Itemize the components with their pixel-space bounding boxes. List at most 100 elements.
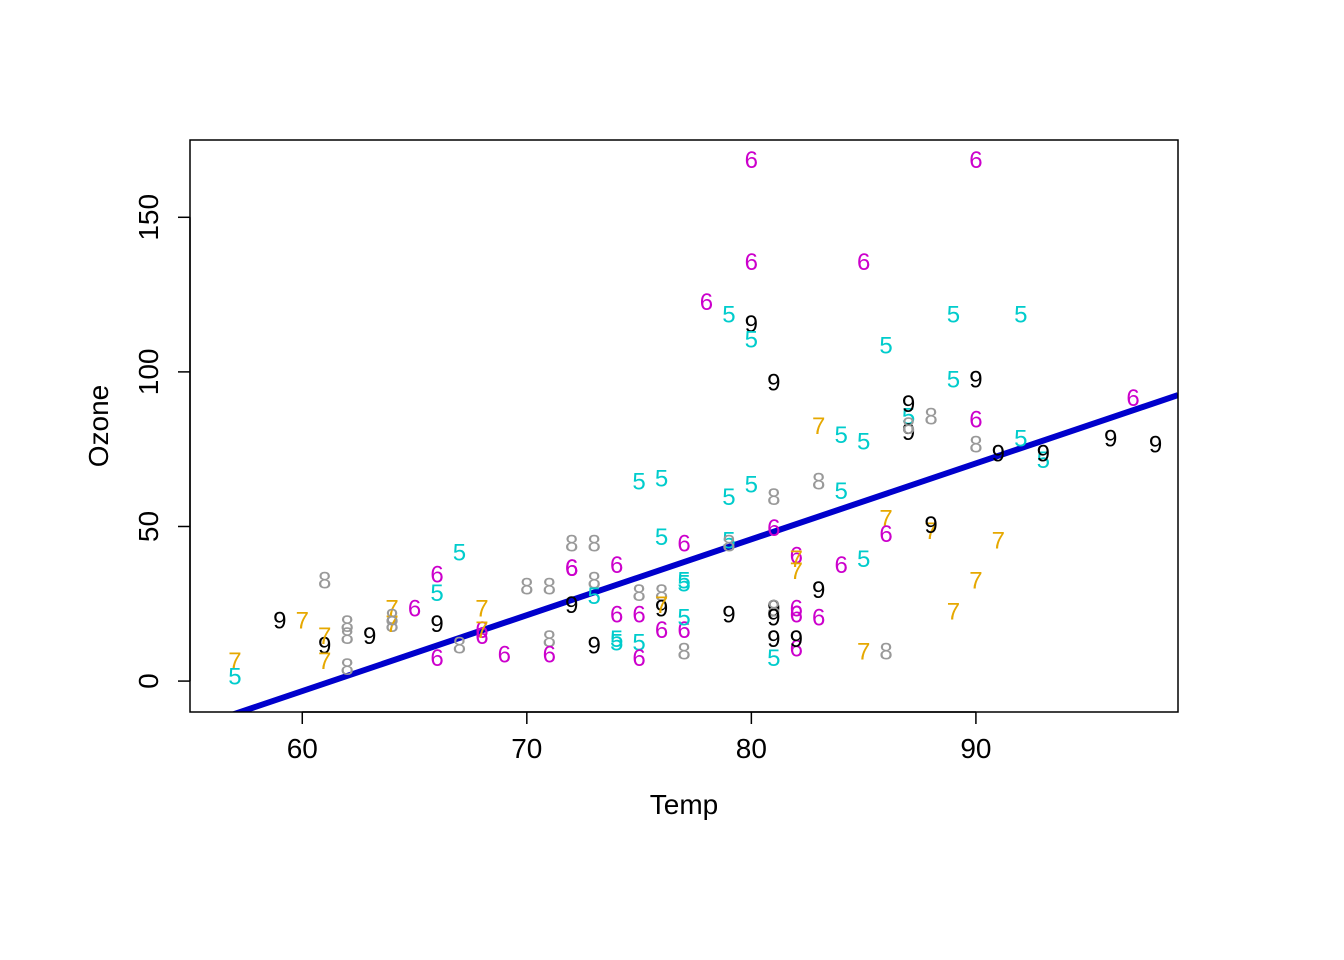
data-point: 6 <box>1126 385 1139 412</box>
data-point: 6 <box>430 561 443 588</box>
data-point: 8 <box>341 623 354 650</box>
data-point: 5 <box>857 546 870 573</box>
data-point: 6 <box>969 407 982 434</box>
data-point: 8 <box>632 580 645 607</box>
data-point: 5 <box>947 367 960 394</box>
x-tick-label: 90 <box>960 733 991 764</box>
data-point: 7 <box>318 648 331 675</box>
data-point: 5 <box>655 465 668 492</box>
data-point: 8 <box>767 484 780 511</box>
data-point: 9 <box>722 601 735 628</box>
x-tick-label: 70 <box>511 733 542 764</box>
data-point: 7 <box>947 598 960 625</box>
data-point: 8 <box>520 574 533 601</box>
data-point: 7 <box>857 639 870 666</box>
data-point: 8 <box>565 530 578 557</box>
data-point: 6 <box>700 289 713 316</box>
data-point: 9 <box>1149 431 1162 458</box>
data-point: 9 <box>812 577 825 604</box>
data-point: 5 <box>857 428 870 455</box>
data-point: 5 <box>588 583 601 610</box>
data-point: 9 <box>430 611 443 638</box>
data-point: 5 <box>879 333 892 360</box>
data-point: 6 <box>543 642 556 669</box>
data-point: 8 <box>677 639 690 666</box>
data-point: 6 <box>745 249 758 276</box>
x-tick-label: 80 <box>736 733 767 764</box>
data-point: 7 <box>790 546 803 573</box>
ozone-temp-scatter: 5658657966686886789598895969558666556655… <box>0 0 1344 960</box>
data-point: 8 <box>879 639 892 666</box>
x-axis-title: Temp <box>650 789 718 820</box>
data-point: 7 <box>992 527 1005 554</box>
data-point: 8 <box>812 469 825 496</box>
scatter-points: 5658657966686886789598895969558666556655… <box>228 147 1162 690</box>
data-point: 9 <box>790 626 803 653</box>
data-point: 5 <box>610 626 623 653</box>
data-point: 9 <box>767 370 780 397</box>
data-point: 7 <box>812 413 825 440</box>
data-point: 8 <box>341 654 354 681</box>
y-tick-label: 150 <box>133 194 164 241</box>
data-point: 8 <box>902 413 915 440</box>
data-point: 7 <box>655 592 668 619</box>
data-point: 5 <box>632 469 645 496</box>
data-point: 5 <box>745 326 758 353</box>
y-tick-label: 50 <box>133 511 164 542</box>
data-point: 8 <box>722 530 735 557</box>
y-tick-label: 100 <box>133 349 164 396</box>
data-point: 5 <box>228 663 241 690</box>
data-point: 6 <box>430 645 443 672</box>
data-point: 7 <box>296 608 309 635</box>
data-point: 6 <box>879 521 892 548</box>
data-point: 6 <box>790 595 803 622</box>
data-point: 6 <box>745 147 758 174</box>
data-point: 6 <box>767 515 780 542</box>
data-point: 7 <box>475 617 488 644</box>
data-point: 5 <box>745 472 758 499</box>
data-point: 9 <box>1104 425 1117 452</box>
data-point: 9 <box>565 592 578 619</box>
data-point: 8 <box>588 530 601 557</box>
data-point: 5 <box>835 478 848 505</box>
regression-line <box>190 395 1178 729</box>
y-axis-title: Ozone <box>83 385 114 468</box>
data-point: 6 <box>565 555 578 582</box>
data-point: 8 <box>543 574 556 601</box>
data-point: 9 <box>924 512 937 539</box>
data-point: 5 <box>655 524 668 551</box>
data-point: 6 <box>408 595 421 622</box>
data-point: 6 <box>610 552 623 579</box>
data-point: 5 <box>677 605 690 632</box>
data-point: 9 <box>992 441 1005 468</box>
data-point: 5 <box>722 484 735 511</box>
data-point: 9 <box>273 608 286 635</box>
data-point: 9 <box>588 632 601 659</box>
x-tick-label: 60 <box>287 733 318 764</box>
data-point: 7 <box>969 567 982 594</box>
data-point: 6 <box>969 147 982 174</box>
data-point: 6 <box>632 645 645 672</box>
data-point: 8 <box>924 404 937 431</box>
data-point: 6 <box>677 530 690 557</box>
data-point: 6 <box>498 642 511 669</box>
data-point: 5 <box>835 422 848 449</box>
data-point: 9 <box>363 623 376 650</box>
data-point: 8 <box>385 605 398 632</box>
data-point: 6 <box>857 249 870 276</box>
data-point: 6 <box>812 605 825 632</box>
data-point: 8 <box>969 431 982 458</box>
data-point: 7 <box>318 623 331 650</box>
data-point: 5 <box>453 540 466 567</box>
data-point: 6 <box>610 601 623 628</box>
data-point: 6 <box>835 552 848 579</box>
data-point: 5 <box>947 302 960 329</box>
data-point: 9 <box>767 626 780 653</box>
data-point: 9 <box>1037 441 1050 468</box>
data-point: 8 <box>318 567 331 594</box>
y-tick-label: 0 <box>133 673 164 689</box>
data-point: 5 <box>1014 425 1027 452</box>
data-point: 5 <box>677 571 690 598</box>
data-point: 9 <box>969 367 982 394</box>
data-point: 5 <box>1014 302 1027 329</box>
